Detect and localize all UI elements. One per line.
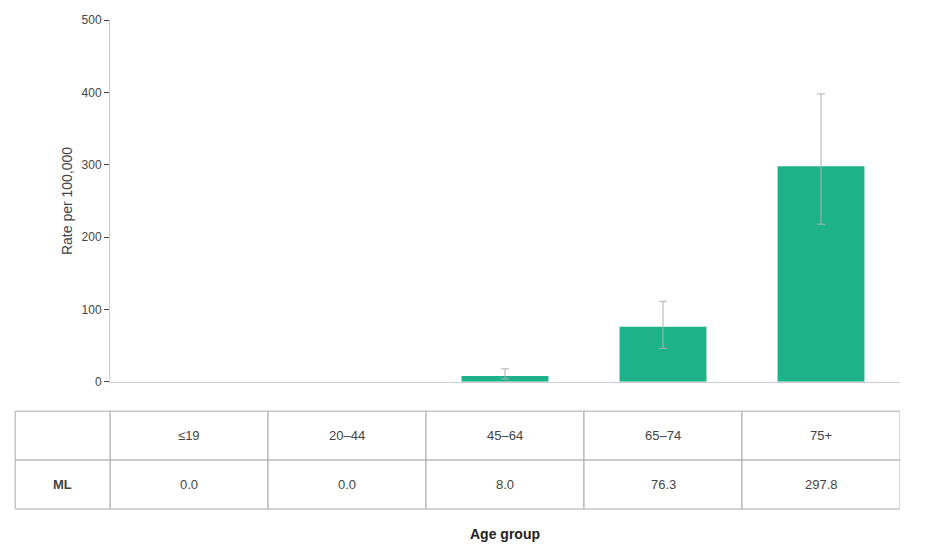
svg-text:200: 200: [82, 230, 102, 244]
svg-text:0: 0: [95, 375, 102, 389]
svg-text:20–44: 20–44: [329, 428, 365, 443]
svg-text:0.0: 0.0: [180, 477, 198, 492]
svg-text:Rate per 100,000: Rate per 100,000: [59, 147, 75, 255]
svg-text:Age group: Age group: [470, 526, 540, 542]
svg-text:297.8: 297.8: [805, 477, 838, 492]
svg-text:8.0: 8.0: [496, 477, 514, 492]
svg-text:75+: 75+: [810, 428, 832, 443]
svg-text:≤19: ≤19: [178, 428, 200, 443]
svg-text:500: 500: [82, 13, 102, 27]
svg-text:300: 300: [82, 158, 102, 172]
svg-text:ML: ML: [53, 477, 72, 492]
svg-text:65–74: 65–74: [645, 428, 681, 443]
svg-text:76.3: 76.3: [651, 477, 676, 492]
svg-text:45–64: 45–64: [487, 428, 523, 443]
svg-text:400: 400: [82, 86, 102, 100]
svg-text:100: 100: [82, 303, 102, 317]
svg-text:0.0: 0.0: [338, 477, 356, 492]
